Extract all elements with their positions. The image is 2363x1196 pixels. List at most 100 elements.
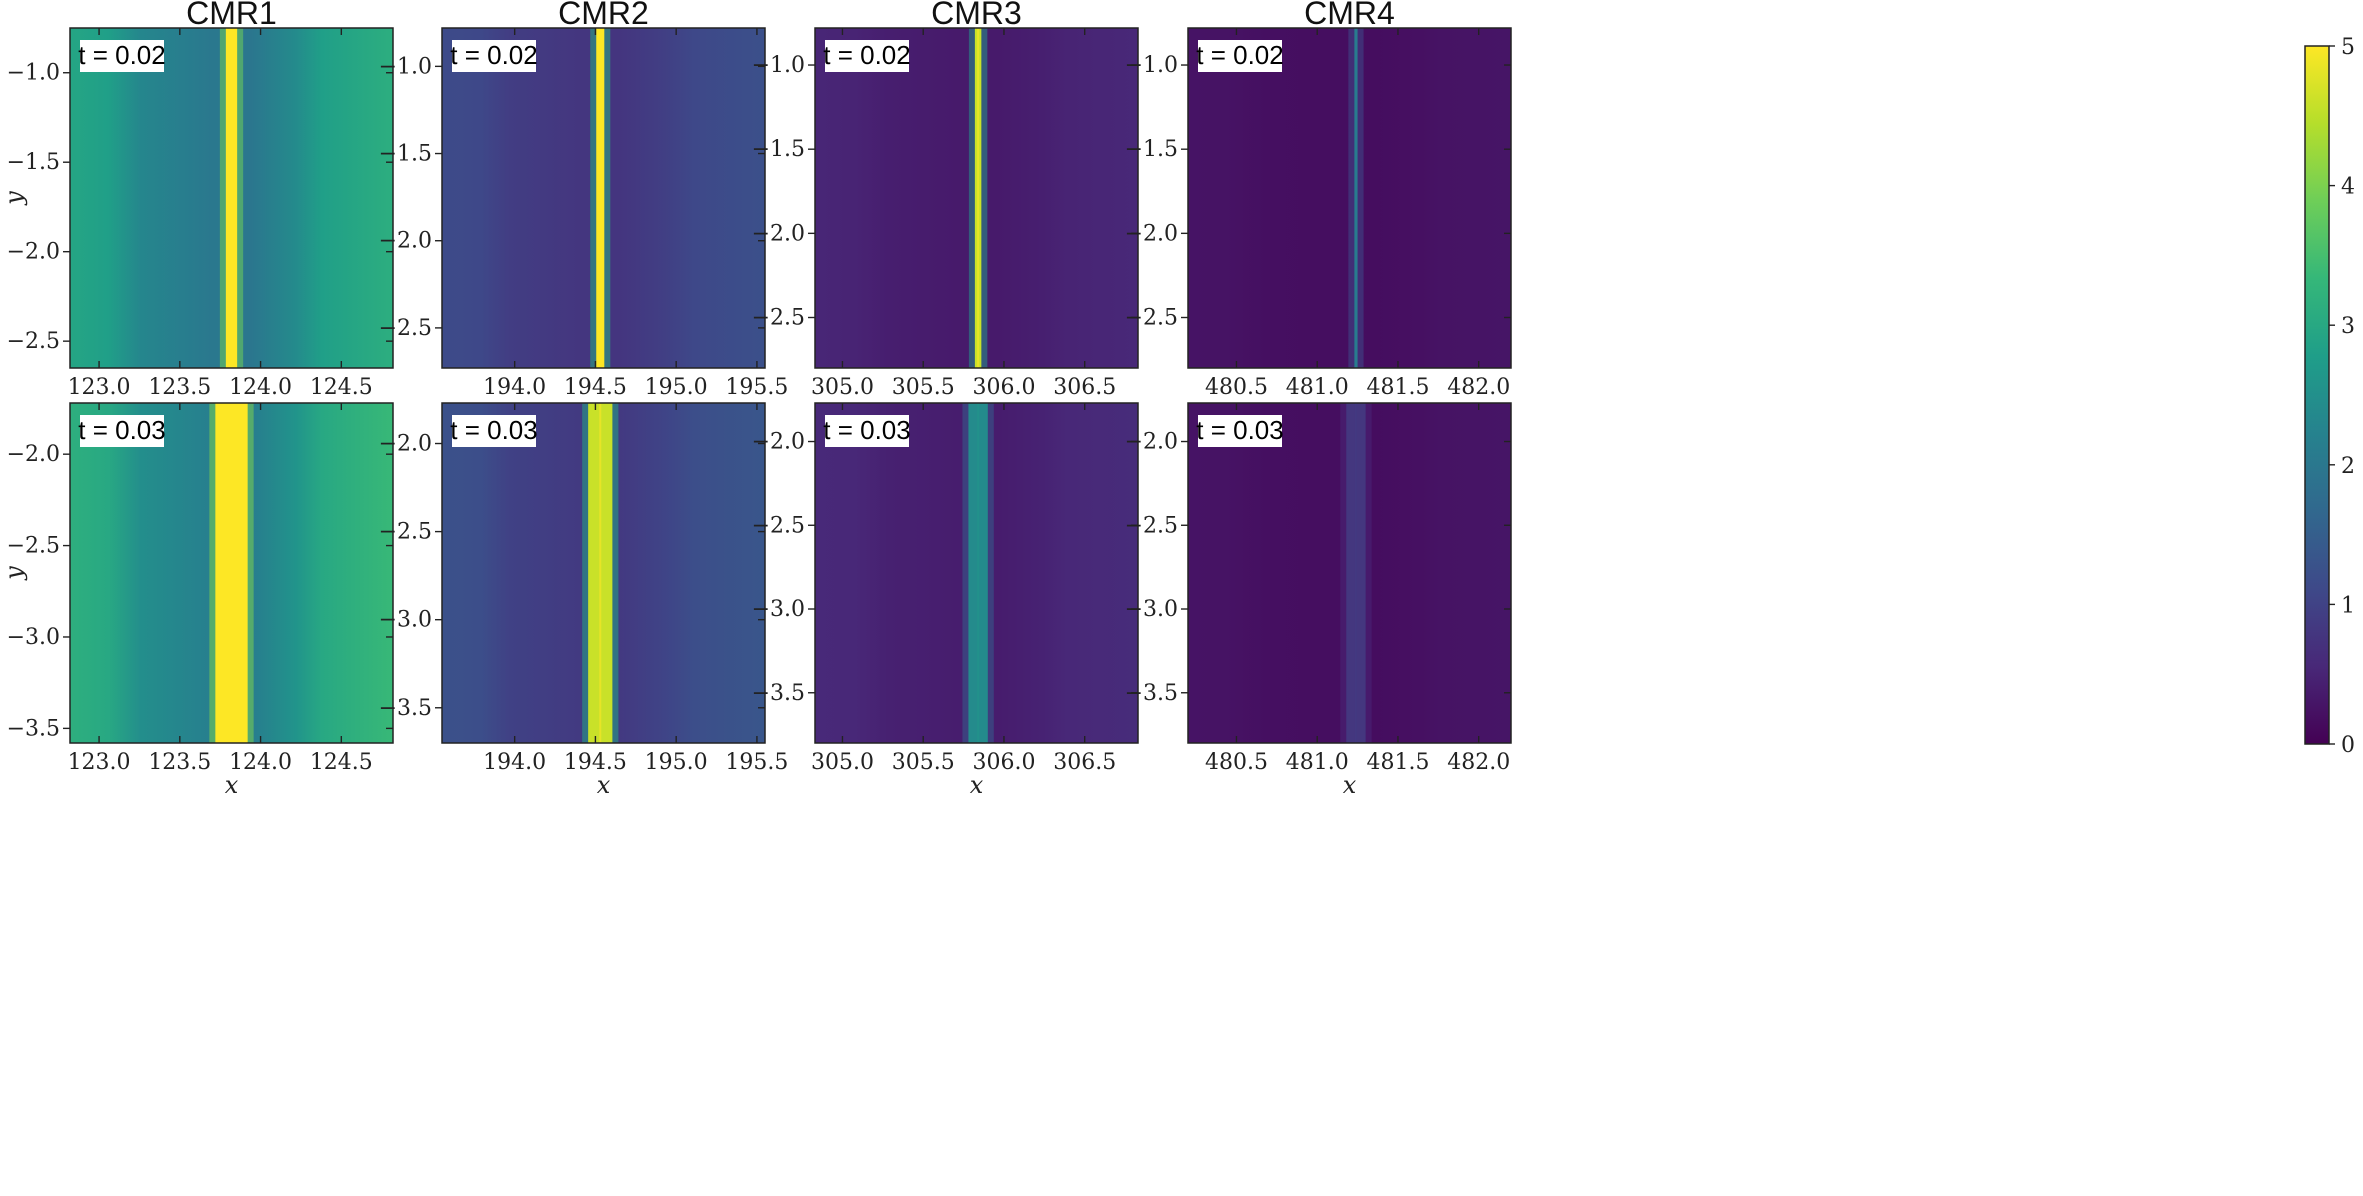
x-tick-label: 305.5 <box>892 750 955 775</box>
x-tick-label: 481.0 <box>1286 375 1349 400</box>
x-tick-label: 124.5 <box>310 375 373 400</box>
colorbar-gradient <box>2305 46 2329 744</box>
panel-cmr3-row1: 305.0 305.5 306.0 306.5 −1.0 −1.5 −2.0 −2.5 t = … <box>752 0 1139 400</box>
x-tick-label: 124.5 <box>310 750 373 775</box>
time-label-box <box>452 40 536 72</box>
y-tick-label: −3.5 <box>752 681 805 706</box>
y-tick-label: −1.0 <box>7 61 60 86</box>
time-label-box <box>1198 415 1282 447</box>
y-tick-label: −2.0 <box>752 430 805 455</box>
y-tick-label: −2.0 <box>379 229 432 254</box>
panel-cmr4-row1: 480.5 481.0 481.5 482.0 −1.0 −1.5 −2.0 −2.5 t = … <box>1125 0 1512 400</box>
y-axis-label: y <box>0 566 28 581</box>
x-tick-label: 481.5 <box>1366 750 1429 775</box>
x-tick-label: 124.0 <box>229 750 292 775</box>
x-tick-label: 306.0 <box>972 375 1035 400</box>
x-tick-label: 480.5 <box>1205 750 1268 775</box>
time-label-box <box>80 40 164 72</box>
axes-frame <box>441 402 766 744</box>
time-label: t = 0.03 <box>450 415 537 445</box>
panel-cmr3-row2: 305.0 305.5 306.0 306.5 −2.0 −2.5 −3.0 −3.5 t = … <box>752 402 1139 799</box>
time-label: t = 0.03 <box>823 415 910 445</box>
time-label-box <box>825 40 909 72</box>
x-axis-label: x <box>1343 771 1357 799</box>
x-tick-label: 195.0 <box>645 750 708 775</box>
y-tick-label: −2.5 <box>379 520 432 545</box>
colorbar-tick-label: 2 <box>2341 454 2355 479</box>
panel-cmr2-row1: 194.0 194.5 195.0 195.5 −1.0 −1.5 −2.0 −2.5 t = … <box>379 0 789 400</box>
colorbar-tick-label: 5 <box>2341 35 2355 60</box>
y-tick-label: −1.0 <box>752 53 805 78</box>
x-tick-label: 123.0 <box>68 375 131 400</box>
x-tick-label: 482.0 <box>1447 375 1510 400</box>
colorbar-frame <box>2304 45 2330 745</box>
y-tick-label: −3.0 <box>1125 597 1178 622</box>
column-title: CMR3 <box>931 0 1022 31</box>
x-tick-label: 194.5 <box>564 750 627 775</box>
y-tick-label: −2.5 <box>1125 306 1178 331</box>
y-tick-label: −2.5 <box>752 306 805 331</box>
x-tick-label: 480.5 <box>1205 375 1268 400</box>
x-tick-label: 124.0 <box>229 375 292 400</box>
colorbar-tick-label: 1 <box>2341 593 2355 618</box>
x-tick-label: 195.5 <box>725 750 788 775</box>
y-tick-label: −1.5 <box>752 137 805 162</box>
y-tick-label: −2.0 <box>1125 221 1178 246</box>
x-tick-label: 306.0 <box>972 750 1035 775</box>
x-tick-label: 195.0 <box>645 375 708 400</box>
y-tick-label: −3.5 <box>379 696 432 721</box>
x-tick-label: 305.0 <box>811 750 874 775</box>
colorbar-tick-label: 0 <box>2341 733 2355 758</box>
axes-frame <box>69 402 394 744</box>
x-tick-label: 481.5 <box>1366 375 1429 400</box>
y-tick-label: −2.5 <box>752 513 805 538</box>
axes-frame <box>441 27 766 369</box>
time-label: t = 0.02 <box>450 40 537 70</box>
colorbar: 0 1 2 3 4 5 <box>2304 35 2355 758</box>
time-label: t = 0.02 <box>1196 40 1283 70</box>
panel-grid: 123.0 123.5 124.0 124.5 −1.0 −1.5 −2.0 −2.5 t = … <box>0 0 1512 799</box>
x-axis-label: x <box>597 771 611 799</box>
y-tick-label: −2.5 <box>1125 513 1178 538</box>
panel-cmr4-row2: 480.5 481.0 481.5 482.0 −2.0 −2.5 −3.0 −3.5 t = … <box>1125 402 1512 799</box>
column-title: CMR4 <box>1304 0 1395 31</box>
time-label-box <box>1198 40 1282 72</box>
x-tick-label: 305.0 <box>811 375 874 400</box>
y-axis-label: y <box>0 191 28 206</box>
y-tick-label: −2.0 <box>7 442 60 467</box>
y-tick-label: −2.0 <box>1125 430 1178 455</box>
x-tick-label: 194.0 <box>483 375 546 400</box>
column-title: CMR2 <box>558 0 649 31</box>
axes-frame <box>69 27 394 369</box>
y-tick-label: −2.0 <box>752 221 805 246</box>
y-tick-label: −3.0 <box>752 597 805 622</box>
y-tick-label: −1.0 <box>379 54 432 79</box>
y-tick-label: −2.5 <box>379 316 432 341</box>
colorbar-tick-label: 4 <box>2341 175 2355 200</box>
time-label-box <box>80 415 164 447</box>
x-axis-label: x <box>225 771 239 799</box>
x-axis-label: x <box>970 771 984 799</box>
time-label: t = 0.03 <box>1196 415 1283 445</box>
y-tick-label: −2.5 <box>7 534 60 559</box>
axes-frame <box>814 27 1139 369</box>
axes-frame <box>1187 402 1512 744</box>
y-tick-label: −3.0 <box>7 625 60 650</box>
x-tick-label: 306.5 <box>1053 750 1116 775</box>
y-tick-label: −2.5 <box>7 329 60 354</box>
y-tick-label: −1.5 <box>379 142 432 167</box>
time-label: t = 0.02 <box>78 40 165 70</box>
x-tick-label: 123.5 <box>148 750 211 775</box>
time-label: t = 0.02 <box>823 40 910 70</box>
x-tick-label: 195.5 <box>725 375 788 400</box>
x-tick-label: 481.0 <box>1286 750 1349 775</box>
x-tick-label: 123.5 <box>148 375 211 400</box>
axes-frame <box>814 402 1139 744</box>
time-label-box <box>825 415 909 447</box>
panel-cmr1-row2: 123.0 123.5 124.0 124.5 −2.0 −2.5 −3.0 −3.5 t = … <box>0 402 394 799</box>
y-tick-label: −1.5 <box>1125 137 1178 162</box>
time-label-box <box>452 415 536 447</box>
x-tick-label: 123.0 <box>68 750 131 775</box>
y-tick-label: −3.0 <box>379 608 432 633</box>
